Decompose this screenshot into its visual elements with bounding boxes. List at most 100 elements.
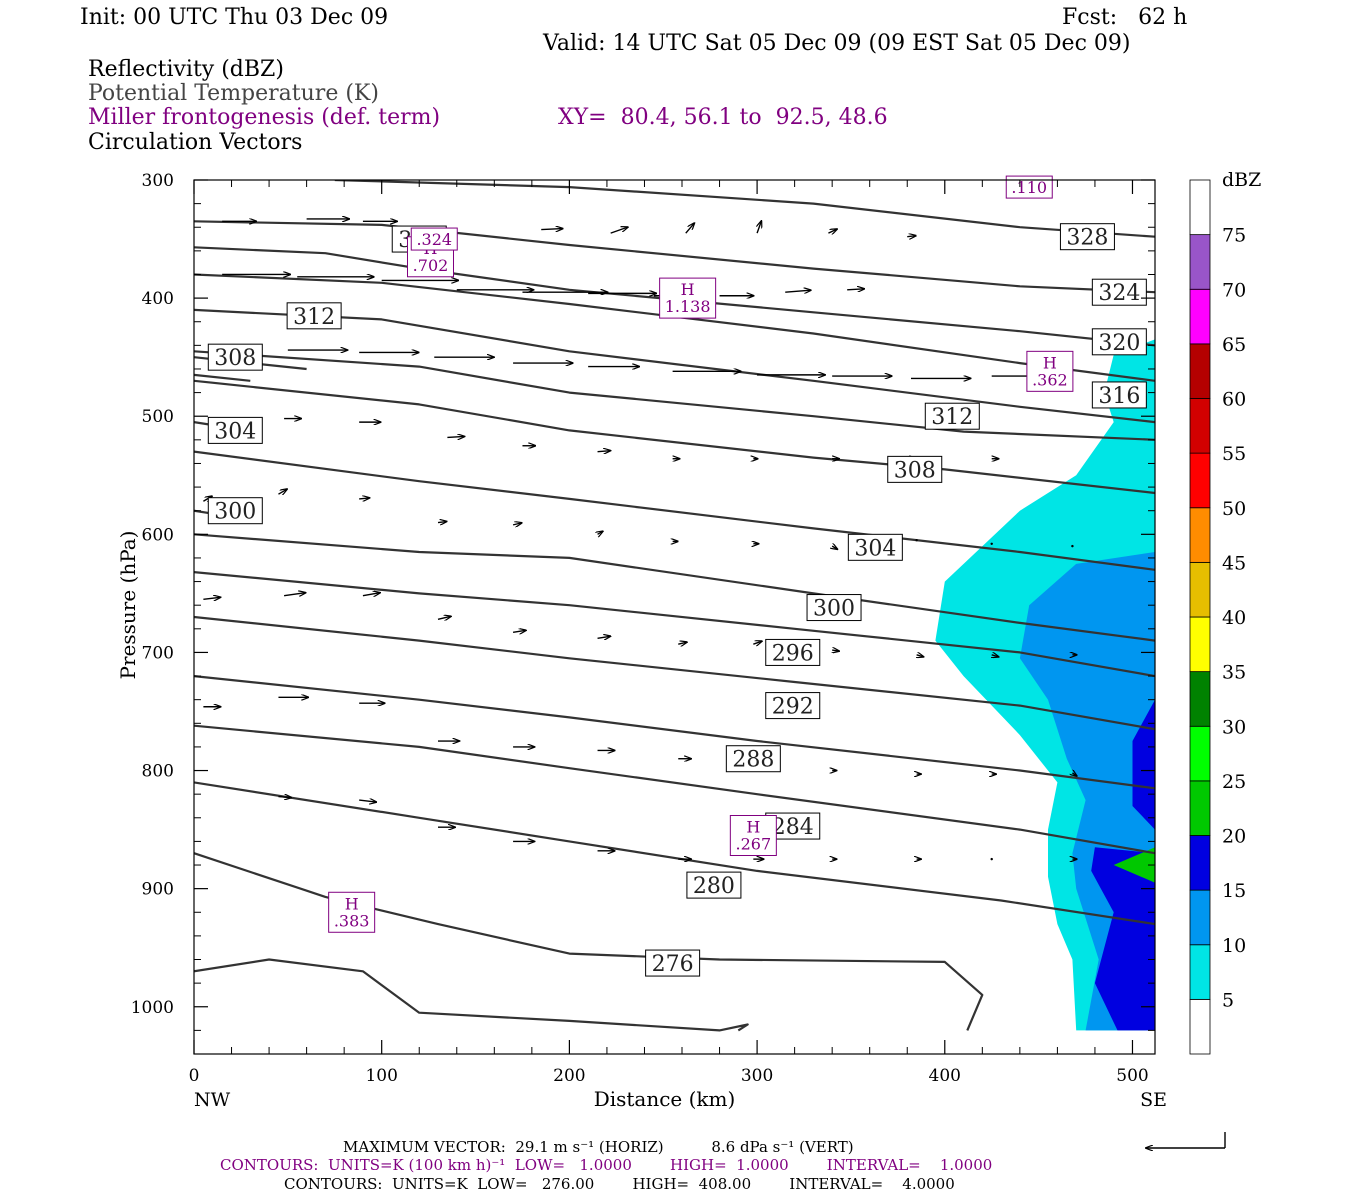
circulation-vector bbox=[278, 489, 287, 494]
theta-contour-312 bbox=[194, 350, 1155, 441]
endpoint-left-label: NW bbox=[194, 1089, 231, 1111]
theta-contour-304 bbox=[194, 450, 1155, 571]
theta-contour-316 bbox=[194, 308, 1155, 424]
theta-label-box bbox=[1091, 381, 1147, 409]
theta-label: 308 bbox=[214, 346, 256, 371]
colorbar-tick-label: 20 bbox=[1222, 826, 1246, 848]
theta-label: 324 bbox=[1098, 281, 1140, 306]
frontogenesis-max-symbol: H bbox=[746, 818, 760, 837]
frontogenesis-max-value: .383 bbox=[334, 911, 370, 930]
theta-label: 288 bbox=[732, 748, 774, 773]
theta-label: 320 bbox=[1098, 331, 1140, 356]
colorbar-segment bbox=[1189, 452, 1211, 509]
field-circulation-vectors: Circulation Vectors bbox=[88, 130, 303, 155]
x-tick-label: 0 bbox=[189, 1066, 200, 1086]
frontogenesis-contour-note: CONTOURS: UNITS=K (100 km h)⁻¹ LOW= 1.00… bbox=[220, 1156, 993, 1174]
circulation-vector bbox=[753, 641, 762, 644]
colorbar-segment bbox=[1189, 944, 1211, 1000]
frontogenesis-max-box bbox=[328, 891, 376, 933]
x-tick-label: 500 bbox=[1116, 1066, 1148, 1086]
circulation-vector bbox=[785, 290, 811, 292]
circulation-vector bbox=[610, 227, 628, 234]
colorbar-segment bbox=[1189, 835, 1211, 891]
theta-label-box bbox=[1059, 223, 1115, 251]
y-tick-label: 1000 bbox=[131, 998, 174, 1018]
frontogenesis-max-value: .267 bbox=[736, 835, 772, 854]
colorbar-segment bbox=[1189, 507, 1211, 563]
theta-label: 308 bbox=[894, 458, 936, 483]
circulation-vector bbox=[283, 593, 305, 596]
circulation-vector bbox=[597, 636, 611, 638]
colorbar-segment bbox=[1189, 179, 1211, 236]
colorbar-segment bbox=[1189, 398, 1211, 454]
frontogenesis-max-box bbox=[410, 227, 458, 251]
colorbar-unit: dBZ bbox=[1222, 169, 1261, 191]
circulation-vector bbox=[597, 451, 611, 452]
theta-label: 292 bbox=[772, 695, 814, 720]
theta-label: 276 bbox=[652, 952, 694, 977]
circulation-vector bbox=[203, 597, 220, 599]
circulation-vector bbox=[832, 546, 837, 549]
colorbar-tick-label: 60 bbox=[1222, 389, 1246, 411]
theta-contour-308 bbox=[194, 373, 251, 382]
theta-label: 304 bbox=[214, 419, 256, 444]
y-axis-title: Pressure (hPa) bbox=[116, 531, 140, 680]
frontogenesis-max-box bbox=[729, 815, 777, 856]
circulation-vector bbox=[359, 498, 369, 499]
theta-label: 304 bbox=[854, 536, 896, 561]
colorbar-tick-label: 55 bbox=[1222, 443, 1246, 465]
theta-label: 300 bbox=[813, 597, 855, 622]
field-potential-temperature: Potential Temperature (K) bbox=[88, 81, 379, 106]
circulation-vector bbox=[917, 655, 924, 657]
circulation-vector bbox=[203, 496, 212, 501]
colorbar-tick-label: 75 bbox=[1222, 225, 1246, 247]
colorbar-tick-label: 50 bbox=[1222, 498, 1246, 520]
theta-label: 300 bbox=[214, 500, 256, 525]
circulation-vector bbox=[359, 800, 376, 802]
circulation-vector bbox=[598, 531, 603, 534]
colorbar-tick-label: 10 bbox=[1222, 935, 1246, 957]
frontogenesis-max-value: .324 bbox=[416, 230, 452, 249]
theta-label-box bbox=[207, 497, 263, 525]
endpoint-right-label: SE bbox=[1140, 1089, 1167, 1111]
circulation-vector bbox=[915, 539, 918, 542]
circulation-vector bbox=[512, 523, 522, 525]
reflectivity-region-20dbz bbox=[1113, 847, 1155, 883]
circulation-vector bbox=[757, 221, 761, 234]
colorbar-segment bbox=[1189, 725, 1211, 782]
theta-contour-308 bbox=[194, 379, 1155, 495]
frontogenesis-max-box bbox=[1005, 175, 1053, 199]
colorbar-segment bbox=[1189, 343, 1211, 399]
theta-contour-276 bbox=[194, 852, 984, 1031]
colorbar-segment bbox=[1189, 616, 1211, 673]
x-tick-label: 200 bbox=[553, 1066, 585, 1086]
theta-contour-272 bbox=[194, 958, 749, 1032]
x-tick-label: 100 bbox=[365, 1066, 397, 1086]
init-time: Init: 00 UTC Thu 03 Dec 09 bbox=[80, 5, 389, 30]
theta-label: 328 bbox=[1066, 226, 1108, 251]
circulation-vector bbox=[678, 642, 687, 644]
circulation-vector bbox=[828, 229, 837, 233]
circulation-vector bbox=[1071, 544, 1074, 548]
theta-label-box bbox=[645, 949, 701, 977]
colorbar-segment bbox=[1189, 780, 1211, 836]
theta-label-box bbox=[847, 533, 903, 561]
frontogenesis-max-box bbox=[1026, 350, 1074, 392]
colorbar-tick-label: 40 bbox=[1222, 607, 1246, 629]
theta-contour-288 bbox=[194, 675, 1155, 790]
colorbar-tick-label: 25 bbox=[1222, 771, 1246, 793]
frontogenesis-max-value: .110 bbox=[1011, 178, 1047, 197]
circulation-vector bbox=[278, 797, 291, 798]
colorbar-tick-label: 65 bbox=[1222, 334, 1246, 356]
theta-label-box bbox=[765, 692, 821, 720]
frontogenesis-max-symbol: H bbox=[345, 894, 359, 913]
colorbar-tick-label: 15 bbox=[1222, 880, 1246, 902]
theta-label-box bbox=[686, 871, 742, 899]
frontogenesis-max-box bbox=[659, 277, 717, 319]
circulation-vector bbox=[437, 616, 451, 619]
theta-label: 296 bbox=[772, 641, 814, 666]
theta-label-box bbox=[887, 455, 943, 483]
y-tick-label: 900 bbox=[142, 880, 174, 900]
max-vector-note: MAXIMUM VECTOR: 29.1 m s⁻¹ (HORIZ) 8.6 d… bbox=[343, 1138, 854, 1156]
theta-label: 312 bbox=[293, 305, 335, 330]
